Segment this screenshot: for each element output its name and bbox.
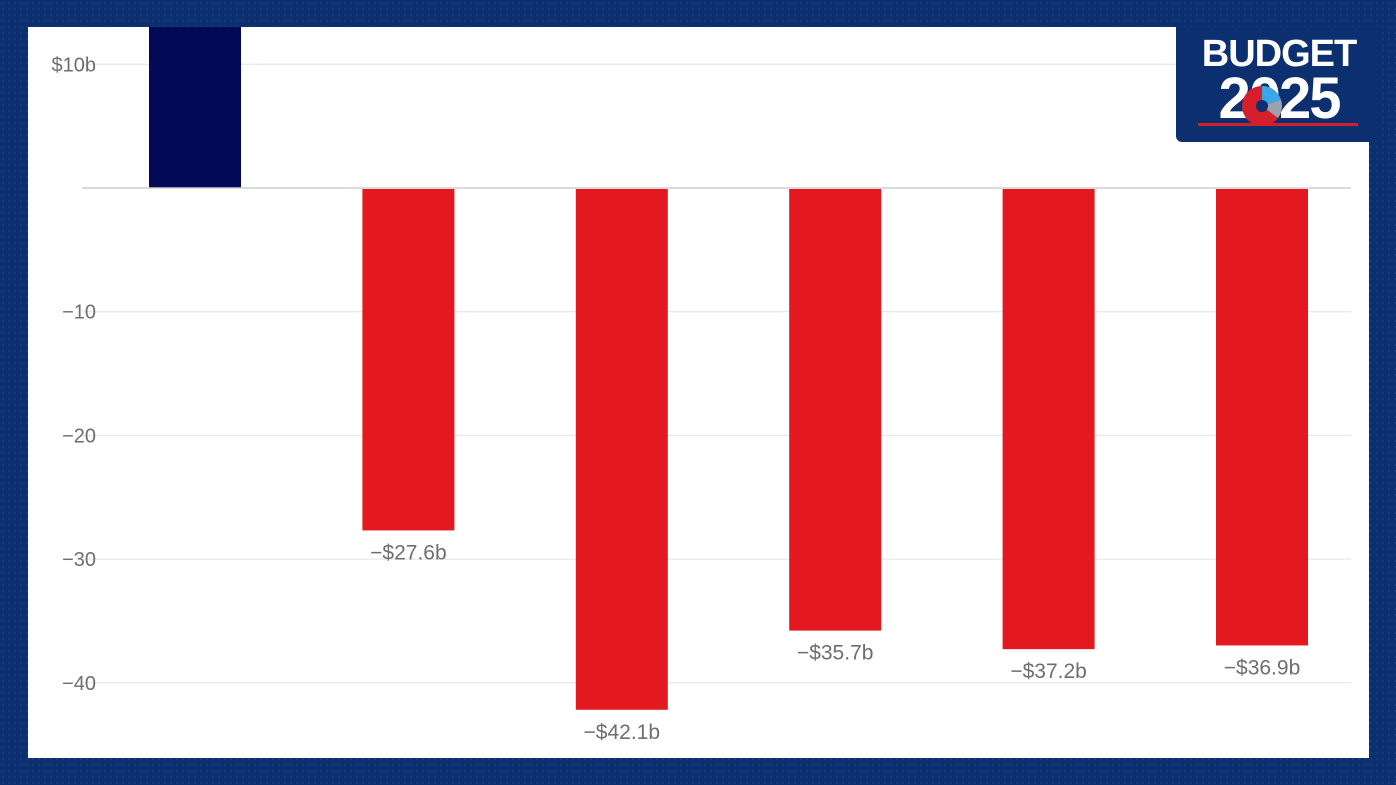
data-label: −$27.6b	[370, 541, 447, 564]
logo-rule	[1198, 123, 1358, 126]
data-label: −$42.1b	[584, 721, 661, 744]
y-tick-label: −10	[62, 302, 96, 324]
bar	[149, 27, 241, 188]
chart-panel: $10b −10 −20 −30 −40 −$27.6b −$42.1b −$35.7b −$3…	[28, 27, 1369, 758]
data-label: −$35.7b	[797, 642, 874, 665]
bar	[1216, 189, 1308, 646]
bar	[789, 189, 882, 631]
bar	[575, 189, 668, 710]
y-tick-label: −40	[62, 673, 96, 695]
logo-line1: BUDGET	[1201, 33, 1357, 75]
bar	[1002, 189, 1095, 650]
y-tick-label: $10b	[52, 54, 97, 76]
bar-chart: $10b −10 −20 −30 −40 −$27.6b −$42.1b −$35.7b −$3…	[52, 27, 1351, 744]
budget-2025-logo: BUDGET 2025	[1176, 27, 1382, 142]
bar	[362, 189, 455, 531]
y-tick-label: −30	[62, 549, 96, 571]
y-tick-label: −20	[62, 425, 96, 447]
data-label: −$36.9b	[1224, 656, 1301, 679]
pie-disc-icon	[1242, 86, 1282, 126]
data-label: −$37.2b	[1010, 660, 1087, 683]
